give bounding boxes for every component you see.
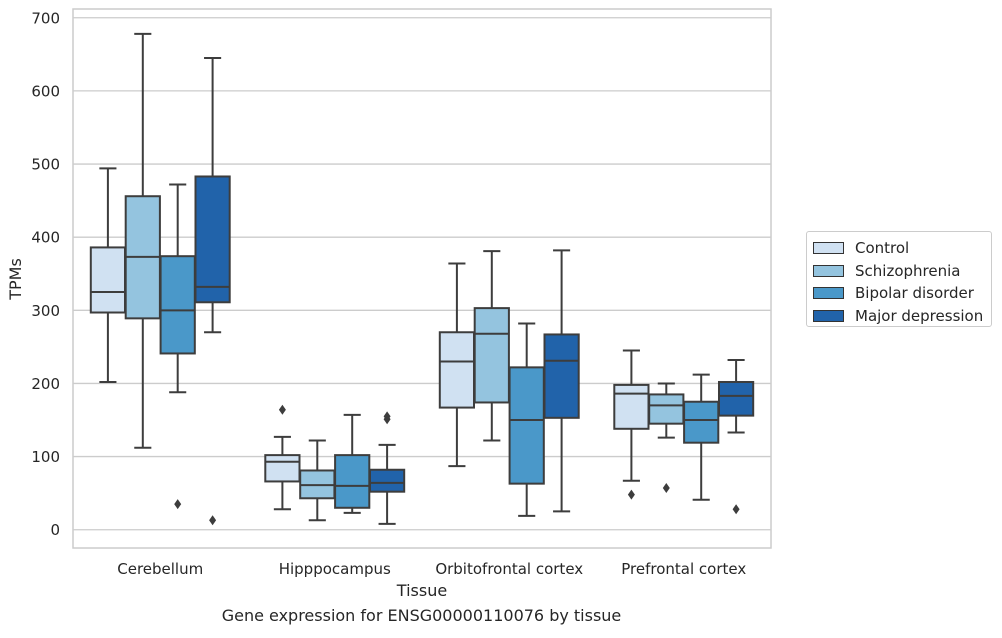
box-iqr — [648, 393, 685, 425]
legend-item-major-depression: Major depression — [813, 305, 991, 328]
box-layer — [89, 32, 755, 526]
y-tick-label-100: 100 — [31, 448, 60, 466]
box-cerebellum-schizophrenia — [124, 32, 161, 449]
y-tick-label-700: 700 — [31, 9, 60, 27]
x-tick-label-cerebellum: Cerebellum — [117, 560, 203, 578]
chart-caption: Gene expression for ENSG00000110076 by t… — [221, 606, 622, 625]
box-cerebellum-major-depression — [194, 57, 231, 526]
outlier-point — [662, 483, 670, 494]
box-hipppocampus-bipolar-disorder — [334, 413, 371, 514]
plot-frame — [72, 8, 772, 549]
x-tick-label-hipppocampus: Hipppocampus — [279, 560, 391, 578]
y-tick-label-0: 0 — [50, 521, 60, 539]
x-tick-labels: Cerebellum Hipppocampus Orbitofrontal cort… — [117, 560, 746, 578]
outlier-point — [627, 489, 635, 500]
box-orbitofrontal-cortex-bipolar-disorder — [508, 322, 545, 517]
box-prefrontal-cortex-major-depression — [717, 359, 755, 515]
legend-item-schizophrenia: Schizophrenia — [813, 260, 991, 283]
box-iqr — [334, 454, 371, 509]
box-prefrontal-cortex-schizophrenia — [648, 382, 685, 494]
legend-label-major-depression: Major depression — [855, 306, 984, 325]
legend-item-bipolar-disorder: Bipolar disorder — [813, 282, 991, 305]
box-prefrontal-cortex-bipolar-disorder — [683, 373, 720, 501]
box-hipppocampus-control — [264, 404, 301, 511]
box-cerebellum-control — [89, 167, 127, 383]
y-tick-label-400: 400 — [31, 229, 60, 247]
outlier-point — [209, 515, 217, 526]
box-iqr — [508, 366, 545, 485]
box-iqr — [368, 468, 406, 493]
legend-item-control: Control — [813, 237, 991, 260]
box-iqr — [159, 255, 196, 355]
box-orbitofrontal-cortex-control — [438, 262, 476, 468]
box-hipppocampus-major-depression — [368, 411, 406, 525]
y-axis-label: TPMs — [6, 258, 25, 301]
y-tick-label-600: 600 — [31, 82, 60, 100]
box-orbitofrontal-cortex-major-depression — [543, 249, 580, 513]
box-iqr — [683, 400, 720, 444]
outlier-point — [383, 411, 391, 422]
box-iqr — [264, 454, 301, 483]
y-tick-label-500: 500 — [31, 156, 60, 174]
y-tick-label-300: 300 — [31, 302, 60, 320]
legend-swatch-control — [813, 242, 844, 255]
box-iqr — [613, 383, 650, 430]
box-iqr — [543, 333, 580, 419]
legend-swatch-major-depression — [813, 309, 844, 322]
legend: Control Schizophrenia Bipolar disorder M… — [806, 231, 992, 327]
box-iqr — [473, 307, 510, 404]
y-tick-labels: 0 100 200 300 400 500 600 700 — [31, 9, 60, 539]
box-iqr — [89, 246, 127, 314]
x-tick-label-orbitofrontal-cortex: Orbitofrontal cortex — [435, 560, 583, 578]
box-iqr — [194, 175, 231, 304]
legend-swatch-bipolar-disorder — [813, 287, 844, 300]
legend-label-schizophrenia: Schizophrenia — [855, 261, 961, 280]
outlier-point — [174, 499, 182, 510]
box-iqr — [438, 331, 476, 409]
y-tick-label-200: 200 — [31, 375, 60, 393]
box-orbitofrontal-cortex-schizophrenia — [473, 250, 510, 442]
legend-label-bipolar-disorder: Bipolar disorder — [855, 284, 974, 303]
legend-label-control: Control — [855, 239, 910, 258]
box-prefrontal-cortex-control — [613, 349, 650, 500]
outlier-point — [732, 504, 740, 515]
box-hipppocampus-schizophrenia — [299, 439, 336, 522]
box-iqr — [717, 380, 755, 417]
outlier-point — [278, 404, 286, 415]
x-tick-label-prefrontal-cortex: Prefrontal cortex — [621, 560, 746, 578]
legend-swatch-schizophrenia — [813, 264, 844, 277]
x-axis-label: Tissue — [396, 581, 447, 600]
box-cerebellum-bipolar-disorder — [159, 183, 196, 510]
